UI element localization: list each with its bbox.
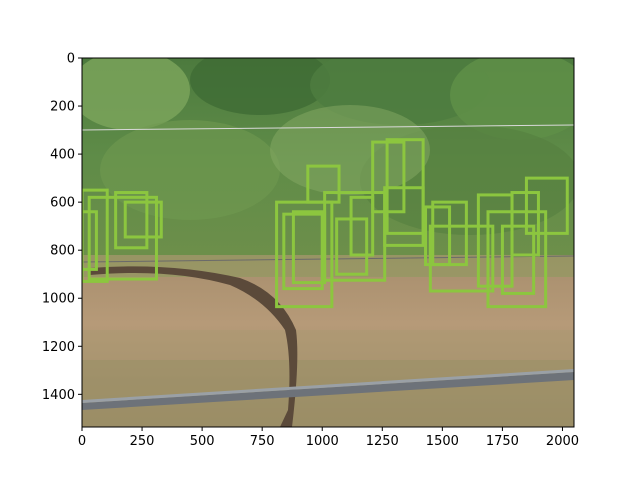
x-tick-label: 250 bbox=[130, 434, 155, 449]
x-tick-label: 1250 bbox=[366, 434, 399, 449]
x-tick-label: 0 bbox=[78, 434, 86, 449]
y-tick-label: 600 bbox=[50, 196, 75, 211]
bounding-box bbox=[114, 191, 149, 250]
bounding-box bbox=[486, 210, 548, 309]
y-tick-label: 800 bbox=[50, 244, 75, 259]
x-tick-label: 500 bbox=[190, 434, 215, 449]
y-tick-label: 1000 bbox=[42, 292, 75, 307]
y-tick-label: 400 bbox=[50, 148, 75, 163]
x-tick-label: 1500 bbox=[426, 434, 459, 449]
bounding-box bbox=[383, 186, 425, 247]
x-tick-label: 1750 bbox=[486, 434, 519, 449]
bounding-box bbox=[428, 224, 495, 293]
x-tick-label: 1000 bbox=[306, 434, 339, 449]
y-axis: 0 200 400 600 800 1000 1200 1400 bbox=[42, 52, 82, 403]
vineyard-photo bbox=[82, 58, 574, 427]
bounding-box bbox=[349, 195, 375, 257]
y-tick-label: 1200 bbox=[42, 340, 75, 355]
bounding-box bbox=[524, 176, 569, 235]
bounding-box bbox=[431, 200, 468, 267]
plot-frame bbox=[81, 57, 575, 428]
bounding-box bbox=[500, 224, 536, 295]
y-tick-label: 1400 bbox=[42, 388, 75, 403]
bounding-box bbox=[82, 188, 109, 283]
bounding-box bbox=[123, 200, 163, 239]
y-tick-label: 0 bbox=[67, 52, 75, 67]
bounding-box bbox=[282, 212, 324, 291]
x-tick-label: 750 bbox=[250, 434, 275, 449]
x-tick-label: 2000 bbox=[546, 434, 579, 449]
y-tick-label: 200 bbox=[50, 100, 75, 115]
detection-boxes bbox=[82, 138, 569, 309]
x-axis: 0 250 500 750 1000 1250 1500 1750 2000 bbox=[78, 427, 579, 449]
bounding-box bbox=[275, 200, 334, 309]
